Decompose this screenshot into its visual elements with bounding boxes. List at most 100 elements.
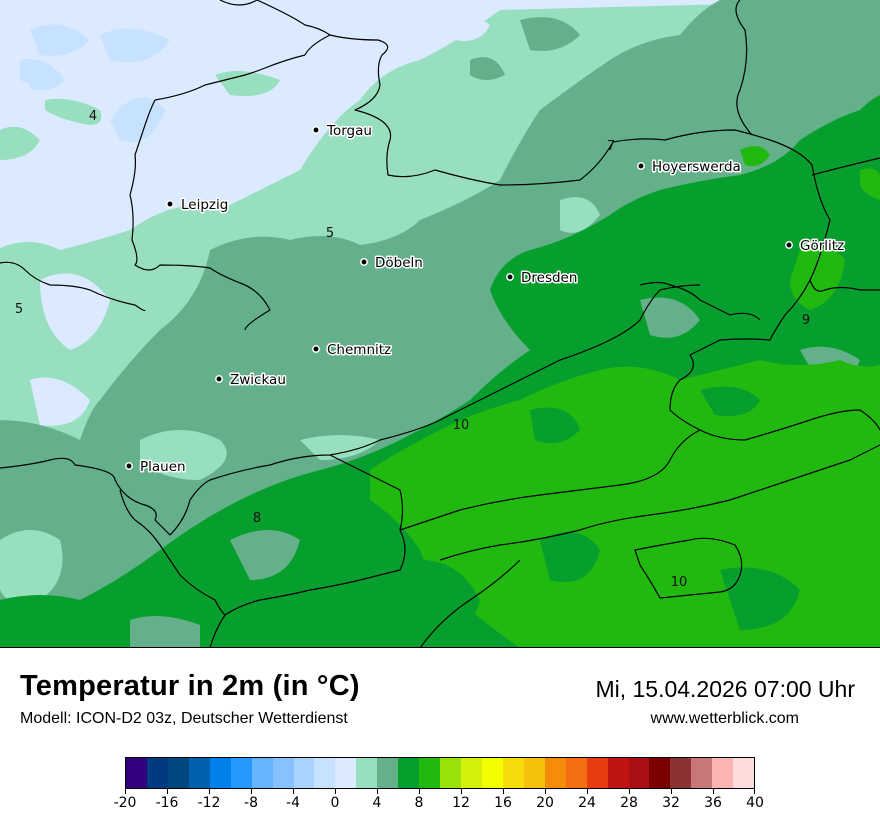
colorbar-segment [481,758,503,788]
tick-label: -20 [113,795,137,811]
colorbar-segment [209,758,231,788]
colorbar-segment [586,758,608,788]
tick-mark [167,789,168,794]
contour-label: 4 [89,109,97,124]
tick-label: 16 [494,795,512,811]
city-label: Zwickau [230,372,286,388]
city-label: Torgau [326,123,372,139]
city-label: Chemnitz [327,342,391,358]
colorbar-segment [712,758,734,788]
tick-mark [545,789,546,794]
colorbar-segment [670,758,692,788]
valid-datetime: Mi, 15.04.2026 07:00 Uhr [595,676,855,702]
contour-label: 5 [326,226,334,241]
contour-labels: 4 5 5 7 9 10 8 10 [15,109,810,590]
tick-mark [461,789,462,794]
colorbar-segment [293,758,315,788]
temperature-map: Torgau Leipzig Döbeln Hoyerswerda Dresden Gör… [0,0,880,648]
contour-label: 7 [607,139,615,154]
colorbar-segment [272,758,294,788]
city-dot-icon [785,241,793,249]
city-dot-icon [312,126,320,134]
city-zwickau: Zwickau [215,371,287,390]
colorbar-segment [230,758,252,788]
tick-mark [503,789,504,794]
colorbar-segment [126,758,147,788]
tick-mark [335,789,336,794]
colorbar-segment [461,758,482,788]
tick-label: 28 [620,795,638,811]
city-chemnitz: Chemnitz [312,341,393,360]
tick-label: -16 [155,795,179,811]
colorbar-segment [377,758,399,788]
tick-mark [209,789,210,794]
city-görlitz: Görlitz [785,237,846,256]
tick-mark [419,789,420,794]
tick-mark [754,789,755,794]
tick-mark [251,789,252,794]
city-label: Döbeln [375,255,423,271]
colorbar-segment [523,758,545,788]
city-torgau: Torgau [312,122,373,141]
contour-label: 5 [15,302,23,317]
contour-label: 9 [802,313,810,328]
city-plauen: Plauen [125,458,187,477]
contour-label: 10 [453,418,470,433]
city-hoyerswerda: Hoyerswerda [637,158,742,177]
city-dot-icon [166,200,174,208]
map-title: Temperatur in 2m (in °C) [20,670,360,702]
tick-mark [377,789,378,794]
tick-mark [671,789,672,794]
city-leipzig: Leipzig [166,196,230,215]
tick-label: 8 [414,795,424,811]
tick-mark [713,789,714,794]
tick-label: 24 [578,795,596,811]
colorbar-segment [691,758,713,788]
city-dot-icon [360,258,368,266]
colorbar-segment [419,758,441,788]
tick-label: -4 [286,795,300,811]
website-link[interactable]: www.wetterblick.com [650,710,799,727]
tick-mark [293,789,294,794]
contour-label: 10 [671,575,688,590]
contour-label: 8 [253,511,261,526]
tick-mark [587,789,588,794]
map-canvas: Torgau Leipzig Döbeln Hoyerswerda Dresden Gör… [0,0,880,647]
colorbar-segment [502,758,524,788]
tick-label: 20 [536,795,554,811]
colorbar-segment [565,758,587,788]
tick-mark [125,789,126,794]
colorbar-segment [649,758,671,788]
tick-label: 0 [330,795,340,811]
colorbar-segment [607,758,629,788]
colorbar-segment [628,758,650,788]
city-dresden: Dresden [506,269,579,288]
city-dot-icon [125,462,133,470]
colorbar-segment [544,758,566,788]
city-dot-icon [637,162,645,170]
colorbar-segment [398,758,420,788]
colorbar-segment [167,758,189,788]
city-dot-icon [312,345,320,353]
city-label: Dresden [521,270,577,286]
city-label: Hoyerswerda [652,159,741,175]
city-markers: Torgau Leipzig Döbeln Hoyerswerda Dresden Gör… [125,122,846,477]
tick-label: 4 [372,795,382,811]
colorbar-segment [188,758,210,788]
colorbar-segment [440,758,461,788]
temperature-colorbar [125,757,755,789]
colorbar-segment [251,758,273,788]
city-döbeln: Döbeln [360,254,424,273]
colorbar-segment [733,758,755,788]
city-label: Plauen [140,459,186,475]
colorbar-segment [335,758,357,788]
colorbar-ticks: -20 -16 -12 -8 -4 0 4 8 12 16 20 24 28 32 36 40 [114,789,764,819]
model-info: Modell: ICON-D2 03z, Deutscher Wetterdie… [20,710,348,727]
colorbar-segment [146,758,168,788]
city-label: Görlitz [800,238,844,254]
tick-label: 40 [746,795,764,811]
colorbar-segment [314,758,336,788]
tick-label: -8 [244,795,258,811]
tick-label: -12 [197,795,221,811]
tick-mark [629,789,630,794]
